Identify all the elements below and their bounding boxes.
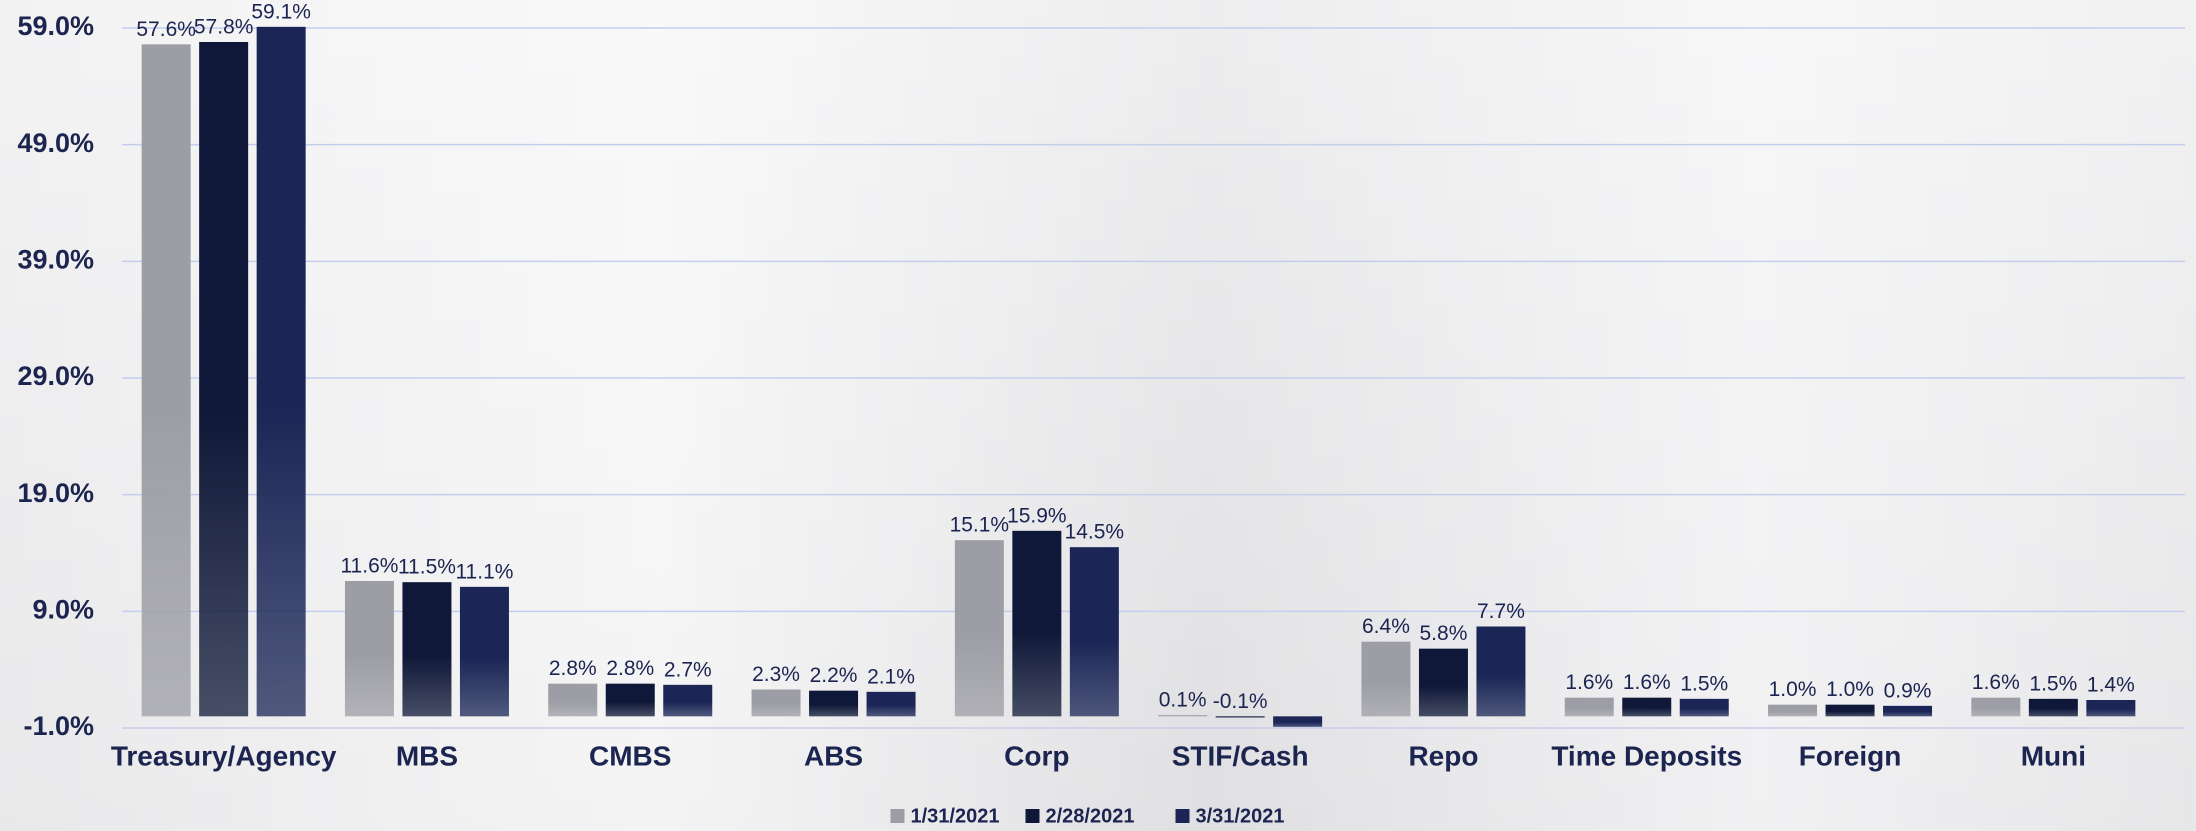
legend-label: 3/31/2021	[1196, 805, 1285, 827]
x-tick-label: Foreign	[1799, 740, 1902, 771]
value-label: 0.1%	[1159, 689, 1207, 712]
value-label: -0.1%	[1213, 690, 1268, 713]
value-label: 59.1%	[251, 0, 311, 23]
y-tick-label: 19.0%	[17, 478, 94, 508]
value-label: 1.0%	[1826, 678, 1874, 701]
y-tick-label: 29.0%	[17, 361, 94, 391]
bar	[1215, 716, 1265, 718]
value-label: 11.6%	[340, 555, 398, 578]
x-tick-label: MBS	[396, 740, 458, 771]
bar	[141, 44, 191, 717]
value-label: 2.2%	[810, 664, 858, 687]
bar	[1564, 697, 1614, 717]
value-label: 0.9%	[1884, 679, 1932, 702]
value-label: 6.4%	[1362, 615, 1410, 638]
bar	[663, 684, 713, 717]
value-label: 2.7%	[664, 658, 712, 681]
bar	[954, 540, 1004, 717]
value-label: 1.0%	[1769, 678, 1817, 701]
bar	[2028, 698, 2078, 717]
bar	[1361, 641, 1411, 717]
bar	[1273, 716, 1323, 727]
legend-swatch	[1025, 809, 1040, 823]
bar	[1069, 547, 1119, 717]
value-label: 1.4%	[2087, 674, 2135, 697]
bar	[1012, 530, 1062, 717]
bar	[809, 690, 859, 717]
bar	[402, 582, 452, 717]
y-tick-label: 59.0%	[17, 11, 94, 41]
bar	[548, 683, 598, 717]
x-tick-label: Time Deposits	[1551, 740, 1742, 771]
value-label: 15.9%	[1007, 504, 1067, 527]
value-label: 57.6%	[136, 18, 196, 41]
value-label: 14.5%	[1065, 521, 1125, 544]
bar	[1768, 704, 1818, 717]
bar	[1971, 697, 2021, 717]
value-label: 1.6%	[1565, 671, 1613, 694]
legend-swatch	[1175, 809, 1190, 823]
value-label: 7.7%	[1477, 600, 1525, 623]
x-tick-label: Repo	[1408, 740, 1478, 771]
value-label: 1.5%	[1680, 672, 1728, 695]
x-tick-label: CMBS	[589, 740, 671, 771]
value-label: 2.8%	[549, 657, 597, 680]
y-tick-label: 49.0%	[17, 128, 94, 158]
x-tick-label: STIF/Cash	[1172, 740, 1309, 771]
value-label: 2.8%	[606, 657, 654, 680]
x-tick-label: Treasury/Agency	[111, 740, 337, 771]
legend-label: 1/31/2021	[911, 805, 1000, 827]
value-label: 2.1%	[867, 665, 915, 688]
legend-swatch	[890, 809, 905, 823]
bar	[605, 683, 655, 717]
y-tick-label: 9.0%	[32, 594, 94, 624]
value-label: 1.6%	[1972, 671, 2020, 694]
bar	[2086, 700, 2136, 717]
value-label: 1.6%	[1623, 671, 1671, 694]
bar	[256, 26, 306, 717]
bar	[1158, 715, 1208, 717]
bar	[1476, 626, 1526, 717]
bar	[1679, 698, 1729, 717]
x-tick-label: ABS	[804, 740, 863, 771]
x-tick-label: Muni	[2021, 740, 2086, 771]
value-label: 11.1%	[455, 560, 513, 583]
value-label: 5.8%	[1420, 622, 1468, 645]
x-tick-label: Corp	[1004, 740, 1069, 771]
bar	[751, 689, 801, 717]
bar	[459, 586, 509, 717]
bar	[1883, 705, 1933, 717]
value-label: 2.3%	[752, 663, 800, 686]
bar	[866, 691, 916, 717]
value-label: 15.1%	[950, 514, 1010, 537]
legend-label: 2/28/2021	[1046, 805, 1135, 827]
value-label: 57.8%	[194, 16, 254, 39]
y-tick-label: -1.0%	[23, 711, 94, 741]
bar	[1418, 648, 1468, 717]
bar	[199, 42, 249, 717]
bar	[1622, 697, 1672, 717]
value-label: 11.5%	[398, 556, 456, 579]
value-label: 1.5%	[2029, 672, 2077, 695]
y-tick-label: 39.0%	[17, 244, 94, 274]
bar	[344, 581, 394, 717]
bar	[1825, 704, 1875, 717]
